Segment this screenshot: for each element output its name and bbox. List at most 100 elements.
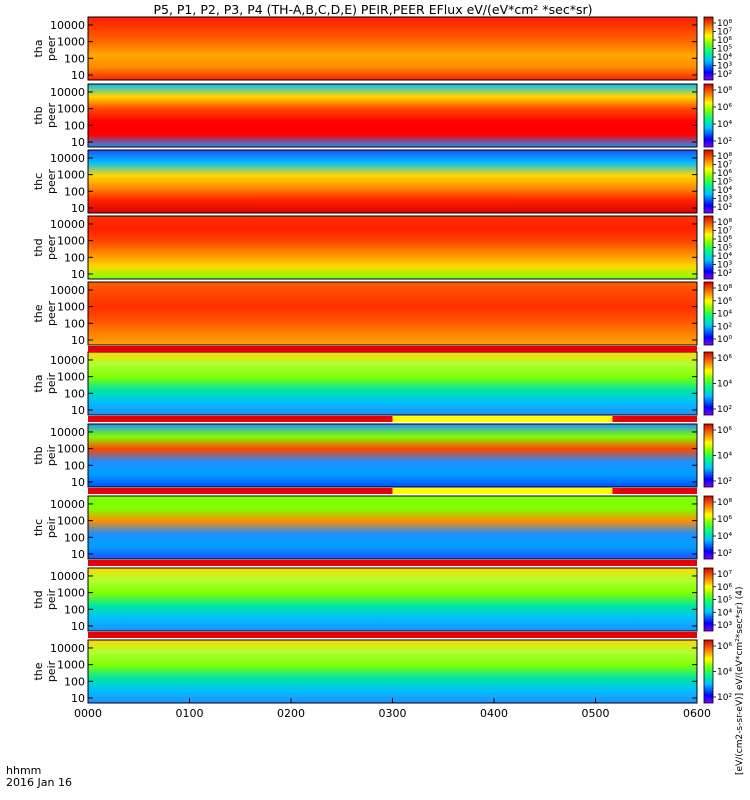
colorbar	[703, 567, 714, 632]
flag-bar	[88, 632, 697, 638]
colorbar	[703, 639, 714, 704]
y-tick-label: 10000	[50, 284, 85, 297]
y-tick-label: 10000	[50, 152, 85, 165]
y-tick-label: 10000	[50, 19, 85, 32]
y-tick-label: 1000	[57, 371, 85, 384]
y-tick-label: 10	[71, 692, 85, 705]
colorbar-tick-label: 10²	[717, 693, 732, 703]
probe-label: the	[32, 662, 45, 680]
instrument-label: peir	[45, 372, 58, 394]
spectrogram-image	[88, 84, 697, 147]
spectrogram-image	[88, 17, 697, 80]
spectrogram-panel-8: 10 100 1000 10000 thc peir 10⁸ 10⁶ 10⁴ 10²	[32, 495, 732, 561]
instrument-label: peer	[45, 103, 58, 129]
colorbar-tick-label: 10⁷	[717, 28, 732, 38]
colorbar-tick-label: 10²	[717, 203, 732, 213]
colorbar-tick-label: 10⁶	[717, 103, 732, 113]
flag-bar	[88, 488, 697, 494]
colorbar-tick-label: 10⁸	[717, 218, 732, 228]
probe-label: thd	[32, 590, 45, 608]
colorbar-tick-label: 10⁴	[717, 452, 732, 462]
colorbar-tick-label: 10²	[717, 322, 732, 332]
y-tick-label: 10	[71, 404, 85, 417]
colorbar-tick-label: 10⁴	[717, 608, 732, 618]
spectrogram-panel-1: 10 100 1000 10000 tha peer 10⁸10⁷10⁶10⁵10⁴10³1…	[32, 16, 732, 82]
flag-segment	[612, 488, 697, 494]
y-tick-label: 100	[64, 675, 85, 688]
spectrogram-panel-9: 10 100 1000 10000 thd peir 10⁷ 10⁶ 10⁵ 10⁴ 10³	[32, 567, 732, 633]
y-tick-label: 10	[71, 476, 85, 489]
y-tick-label: 10	[71, 620, 85, 633]
y-tick-label: 10	[71, 69, 85, 82]
colorbar-tick-label: 10²	[717, 137, 732, 147]
spectrogram-panel-6: 10 100 1000 10000 tha peir 10⁶ 10⁴ 10²	[32, 351, 732, 417]
colorbar-tick-label: 10²	[717, 477, 732, 487]
colorbar	[703, 149, 714, 214]
x-tick-label: 0600	[683, 707, 711, 720]
colorbar-tick-label: 10⁸	[717, 86, 732, 96]
y-tick-label: 10000	[50, 86, 85, 99]
colorbar-tick-label: 10⁰	[717, 335, 732, 345]
spectrogram-image	[88, 496, 697, 559]
time-axis: 0000 0100 0200 0300 0400 0500 0600	[74, 698, 711, 720]
y-tick-label: 10000	[50, 426, 85, 439]
probe-label: thc	[32, 173, 45, 190]
y-tick-label: 100	[64, 251, 85, 264]
panel-frame	[87, 567, 698, 632]
flag-bar	[88, 560, 697, 566]
y-tick-label: 100	[64, 119, 85, 132]
colorbar-tick-label: 10⁷	[717, 227, 732, 237]
panel-frame	[87, 495, 698, 560]
colorbar-tick-label: 10⁵	[717, 244, 732, 254]
y-tick-label: 1000	[57, 235, 85, 248]
instrument-label: peer	[45, 36, 58, 62]
flag-segment	[612, 416, 697, 422]
colorbar	[703, 83, 714, 148]
colorbar-tick-label: 10⁵	[717, 45, 732, 55]
x-tick-label: 0300	[379, 707, 407, 720]
colorbar-tick-label: 10⁶	[717, 583, 732, 593]
spectrogram-panel-3: 10 100 1000 10000 thc peer 10⁸10⁷10⁶10⁵10⁴10³1…	[32, 149, 732, 215]
time-axis-label: hhmm	[6, 764, 41, 777]
colorbar	[703, 215, 714, 280]
flag-bar	[88, 346, 697, 352]
y-tick-label: 100	[64, 603, 85, 616]
panel-frame	[87, 16, 698, 81]
flag-segment	[392, 416, 613, 422]
x-tick-label: 0100	[176, 707, 204, 720]
colorbar-label: [eV/(cm2-s-sr-eV)] eV/(eV*cm²*sec*sr) (4…	[735, 587, 745, 775]
y-tick-label: 1000	[57, 587, 85, 600]
probe-label: tha	[32, 374, 45, 392]
flag-bar	[88, 416, 697, 422]
quality-flag-bars	[88, 346, 697, 638]
colorbar-tick-label: 10⁷	[717, 570, 732, 580]
y-tick-label: 100	[64, 459, 85, 472]
spectrogram-panel-4: 10 100 1000 10000 thd peer 10⁸10⁷10⁶10⁵10⁴10³1…	[32, 215, 732, 281]
y-tick-label: 1000	[57, 515, 85, 528]
spectrogram-image	[88, 216, 697, 279]
y-tick-label: 1000	[57, 103, 85, 116]
probe-label: tha	[32, 39, 45, 57]
x-tick-label: 0500	[582, 707, 610, 720]
date-label: 2016 Jan 16	[6, 776, 72, 789]
instrument-label: peer	[45, 301, 58, 327]
colorbar-tick-label: 10⁷	[717, 161, 732, 171]
colorbar-tick-label: 10⁶	[717, 426, 732, 436]
flag-segment	[392, 488, 613, 494]
y-tick-label: 10	[71, 548, 85, 561]
panel-frame	[87, 83, 698, 148]
colorbar-tick-label: 10⁶	[717, 36, 732, 46]
probe-label: thb	[32, 106, 45, 124]
flag-segment	[88, 346, 697, 352]
probe-label: thb	[32, 446, 45, 464]
spectrogram-image	[88, 352, 697, 415]
flag-segment	[88, 560, 697, 566]
colorbar-tick-label: 10²	[717, 405, 732, 415]
y-tick-label: 10	[71, 268, 85, 281]
colorbar-tick-label: 10³	[717, 621, 732, 631]
spectrogram-panel-7: 10 100 1000 10000 thb peir 10⁶ 10⁴ 10²	[32, 423, 732, 489]
colorbar-tick-label: 10⁸	[717, 152, 732, 162]
flag-segment	[88, 416, 393, 422]
